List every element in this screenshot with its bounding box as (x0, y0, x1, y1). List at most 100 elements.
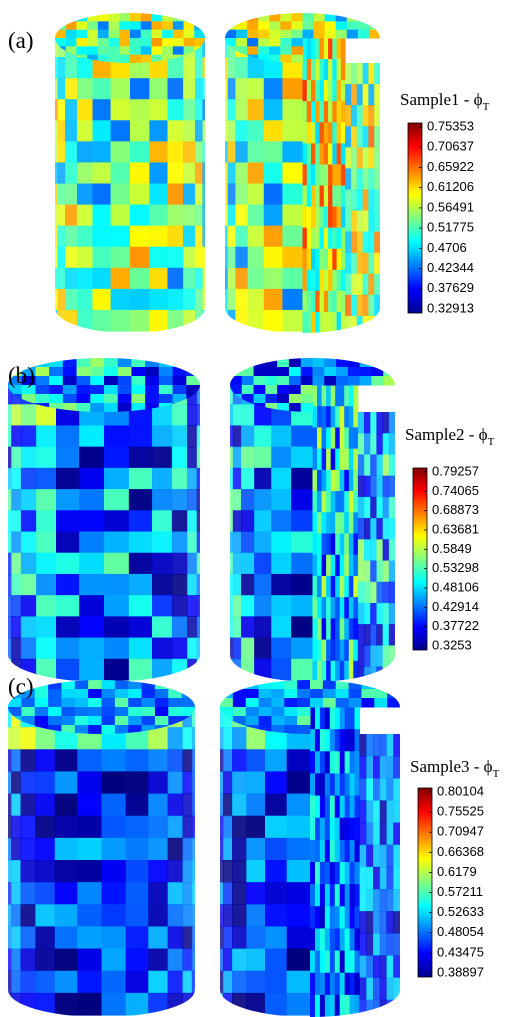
voxel (35, 992, 56, 1016)
voxel (345, 84, 352, 106)
voxel (104, 385, 119, 395)
voxel (110, 309, 131, 332)
voxel (319, 164, 325, 186)
voxel (246, 793, 266, 817)
voxel (324, 21, 337, 31)
voxel (335, 406, 341, 428)
colorbar-tick-label: 0.43475 (437, 944, 484, 959)
voxel (191, 793, 195, 817)
voxel (79, 446, 105, 469)
voxel (20, 727, 36, 750)
voxel (310, 795, 316, 819)
voxel (371, 376, 384, 386)
voxel (202, 246, 205, 269)
voxel (357, 539, 365, 561)
voxel (349, 707, 356, 730)
voxel (312, 575, 318, 598)
voxel (330, 469, 336, 492)
voxel (141, 689, 156, 699)
voxel (346, 13, 359, 22)
voxel (20, 970, 36, 994)
voxel (332, 333, 337, 355)
voxel (312, 512, 318, 534)
voxel (76, 99, 94, 121)
voxel (186, 376, 200, 386)
voxel (263, 99, 284, 121)
voxel (332, 80, 338, 102)
voxel (183, 46, 195, 56)
voxel (383, 376, 395, 386)
voxel (286, 926, 311, 950)
voxel (246, 992, 266, 1016)
voxel (194, 120, 204, 142)
voxel (171, 637, 188, 660)
voxel (101, 948, 127, 972)
voxel (241, 446, 255, 469)
voxel (271, 725, 285, 734)
voxel (8, 698, 22, 708)
voxel (130, 204, 151, 227)
voxel (373, 977, 381, 1001)
voxel (191, 815, 195, 839)
voxel (347, 367, 361, 377)
voxel (291, 425, 314, 448)
voxel (302, 311, 308, 333)
voxel (20, 616, 37, 639)
voxel (141, 725, 156, 734)
voxel (167, 309, 184, 332)
voxel (347, 376, 361, 386)
voxel (11, 727, 22, 750)
voxel (247, 99, 265, 121)
voxel (77, 992, 103, 1016)
voxel (194, 288, 204, 311)
voxel (172, 385, 187, 395)
voxel (151, 13, 163, 22)
voxel (76, 46, 88, 56)
voxel (258, 29, 270, 39)
voxel (263, 309, 284, 332)
voxel (370, 454, 377, 477)
voxel (288, 376, 302, 386)
voxel (366, 800, 374, 824)
voxel (315, 143, 321, 165)
voxel (92, 225, 112, 248)
voxel (235, 183, 249, 206)
voxel (182, 793, 193, 817)
voxel (235, 204, 249, 227)
voxel (271, 716, 285, 726)
voxel (382, 560, 390, 583)
voxel (227, 225, 236, 248)
voxel (254, 510, 272, 533)
voxel (183, 120, 196, 142)
voxel (117, 376, 132, 386)
voxel (373, 778, 381, 801)
voxel (104, 425, 130, 448)
voxel (263, 225, 284, 248)
voxel (101, 771, 127, 795)
voxel (376, 433, 384, 455)
voxel (104, 403, 119, 412)
voxel (258, 725, 272, 734)
voxel (247, 225, 265, 248)
voxel (57, 57, 66, 79)
colorbar-tick-label: 0.57211 (437, 884, 483, 899)
voxel (332, 164, 338, 186)
voxel (104, 637, 130, 660)
voxel (336, 122, 342, 144)
voxel (386, 933, 394, 956)
voxel (230, 510, 234, 533)
voxel (350, 189, 358, 211)
voxel (232, 926, 247, 950)
voxel (247, 162, 265, 185)
voxel (241, 358, 255, 368)
voxel (76, 376, 91, 386)
voxel (236, 46, 248, 56)
voxel (393, 778, 400, 801)
voxel (291, 21, 303, 31)
voxel (108, 29, 120, 39)
voxel (324, 972, 331, 996)
voxel (311, 290, 316, 313)
colorbar-tick-label: 0.32913 (427, 300, 474, 315)
voxel (349, 950, 356, 974)
voxel (227, 267, 236, 290)
